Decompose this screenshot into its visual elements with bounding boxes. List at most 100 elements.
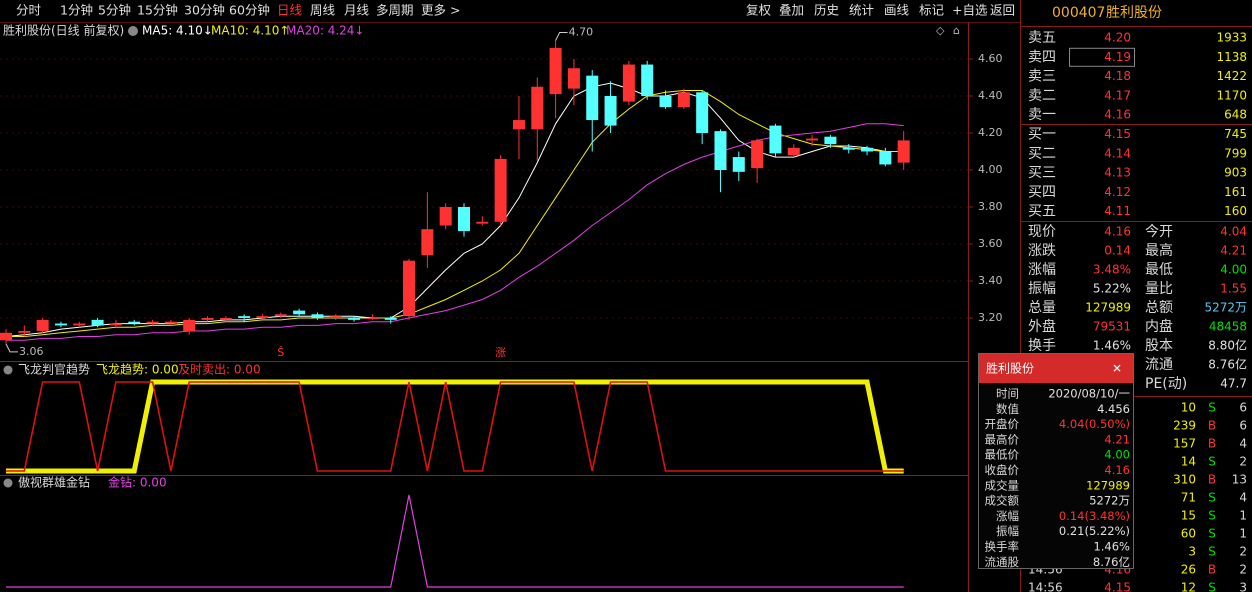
stat-value: 4.16 [1104,225,1131,239]
trade-count: 6 [1239,419,1247,433]
stock-name: 胜利股份 [1106,5,1162,21]
toolbar-action[interactable]: 返回 [990,3,1015,18]
indicator-title: 傲视群雄金钻 [18,475,90,490]
settings-icon[interactable] [3,365,13,375]
stat-value: 8.76亿 [1208,357,1247,372]
book-label: 买三 [1028,165,1056,181]
trade-volume: 10 [1181,401,1196,415]
stat-value: 4.00 [1220,263,1247,277]
period-tab[interactable]: 月线 [344,3,370,18]
popup-value: 4.456 [1097,402,1130,416]
candle-body [622,64,635,102]
y-tick-label: 3.40 [978,274,1003,287]
toolbar-action[interactable]: 历史 [814,3,840,18]
candle-body [824,136,837,145]
stat-label: 股本 [1145,338,1173,354]
ma-legend: MA5: 4.10↓ [142,24,213,38]
trade-count: 4 [1239,491,1247,505]
trade-volume: 12 [1181,581,1196,592]
stat-value: 0.14 [1104,244,1131,258]
candle-body [897,140,910,163]
candle-body [861,147,874,152]
book-label: 卖四 [1028,49,1056,65]
candle-body [567,68,580,89]
indicator-title: 飞龙判官趋势 [18,362,90,377]
book-label: 卖二 [1028,88,1056,104]
stat-value: 4.04 [1220,225,1247,239]
settings-icon[interactable] [128,26,138,36]
indicator-legend: 金钻: 0.00 [108,475,167,490]
home-icon[interactable]: ⌂ [953,24,960,37]
settings-icon[interactable] [3,478,13,488]
book-volume: 799 [1224,146,1247,160]
book-label: 卖一 [1028,107,1056,123]
book-volume: 648 [1224,108,1247,122]
toolbar-action[interactable]: +自选 [952,3,988,18]
stat-label: 换手 [1028,337,1056,354]
diamond-icon[interactable]: ◇ [936,24,945,37]
trade-count: 3 [1239,581,1247,592]
popup-value: 0.21(5.22%) [1059,524,1130,538]
period-tab[interactable]: 30分钟 [184,3,225,18]
period-tab[interactable]: 60分钟 [229,3,270,18]
trade-volume: 3 [1188,545,1196,559]
popup-label: 最高价 [985,432,1020,446]
period-tab[interactable]: 更多 > [421,3,460,18]
book-price: 4.15 [1104,127,1131,141]
trade-volume: 157 [1173,437,1196,451]
candle-body [476,221,489,224]
stat-label: 总额 [1145,300,1173,316]
period-tab[interactable]: 5分钟 [98,3,131,18]
popup-value: 4.21 [1104,432,1130,446]
stat-label: 内盘 [1145,318,1173,335]
trade-count: 2 [1239,545,1247,559]
chart-title: 胜利股份(日线 前复权) [3,23,124,38]
toolbar-action[interactable]: 画线 [884,3,910,18]
popup-value: 127989 [1086,478,1130,492]
trade-side: S [1208,545,1216,559]
popup-close[interactable]: ✕ [1112,362,1122,376]
period-tab[interactable]: 日线 [277,3,303,18]
candle-body [348,318,361,320]
popup: 胜利股份 ✕ 时间 2020/08/10/一数值 4.456 开盘价 4.04(0.50… [978,353,1134,569]
book-volume: 1138 [1216,50,1247,64]
book-volume: 745 [1224,127,1247,141]
indicator-legend: 飞龙趋势: 0.00 [96,363,179,377]
period-tab[interactable]: 周线 [310,3,336,18]
toolbar-action[interactable]: 叠加 [779,3,804,18]
toolbar-action[interactable]: 复权 [746,3,772,18]
candle-body [384,318,397,320]
candle-body [641,64,654,97]
candle-body [146,321,159,324]
period-tab[interactable]: 1分钟 [60,3,93,18]
popup-label: 数值 [996,402,1019,416]
book-label: 买二 [1028,146,1056,162]
stat-label: 最低 [1145,262,1173,278]
period-tab[interactable]: 多周期 [376,3,414,18]
popup-value: 5272万 [1089,494,1130,508]
toolbar-action[interactable]: 统计 [849,3,874,18]
ma-legend: MA10: 4.10↑ [211,24,289,38]
popup-value: 4.16 [1104,463,1130,477]
popup-value: 2020/08/10/一 [1048,387,1130,401]
trade-side: B [1208,473,1216,487]
popup-label: 收盘价 [985,463,1020,477]
candle-body [329,316,342,319]
extreme-label: 3.06 [19,345,44,358]
period-tab[interactable]: 15分钟 [137,3,178,18]
y-tick-label: 4.00 [978,163,1003,176]
candle-body [732,157,745,172]
popup-frame [978,353,1134,569]
stat-label: PE(动) [1145,376,1187,392]
period-tab[interactable]: 分时 [16,3,42,18]
signal-marker: 涨 [495,346,506,359]
toolbar-action[interactable]: 标记 [919,3,945,18]
stat-value: 5272万 [1204,301,1247,315]
popup-value: 4.04(0.50%) [1059,417,1130,431]
trade-volume: 71 [1181,491,1196,505]
book-volume: 1170 [1216,88,1247,102]
y-tick-label: 4.60 [978,52,1003,65]
book-price: 4.20 [1104,31,1131,45]
